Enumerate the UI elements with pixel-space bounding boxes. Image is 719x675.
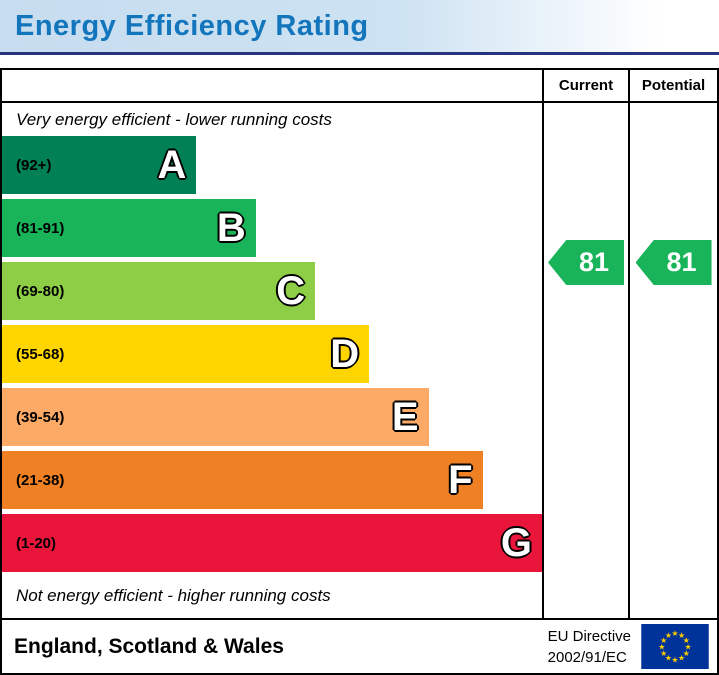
svg-text:★: ★ xyxy=(671,655,678,664)
band-row: (69-80) C xyxy=(2,262,542,320)
region-label: England, Scotland & Wales xyxy=(14,634,284,658)
title-bar: Energy Efficiency Rating xyxy=(0,0,719,55)
band-f-bar: (21-38) F xyxy=(2,451,483,509)
band-letter: A xyxy=(157,143,187,187)
band-row: (21-38) F xyxy=(2,451,542,509)
band-letter: G xyxy=(500,521,532,565)
band-d-bar: (55-68) D xyxy=(2,325,370,383)
rating-table: Current Potential Very energy efficient … xyxy=(0,68,719,675)
current-column-header: Current xyxy=(542,70,628,101)
band-a-bar: (92+) A xyxy=(2,136,197,194)
chart-header-cell xyxy=(2,70,542,101)
band-range-label: (21-38) xyxy=(16,471,65,489)
potential-rating-arrow: 81 xyxy=(635,240,712,285)
table-body: Very energy efficient - lower running co… xyxy=(2,103,717,618)
bottom-note: Not energy efficient - higher running co… xyxy=(16,586,331,605)
footer-right: EU Directive 2002/91/EC ★ ★ ★ ★ ★ ★ ★ ★ ★ ★ ★ ★ xyxy=(548,624,709,669)
band-range-label: (81-91) xyxy=(16,219,65,237)
band-range-label: (39-54) xyxy=(16,408,65,426)
band-row: (92+) A xyxy=(2,136,542,194)
table-header: Current Potential xyxy=(2,70,717,103)
potential-column-header: Potential xyxy=(628,70,717,101)
band-letter: D xyxy=(330,332,360,376)
svg-text:★: ★ xyxy=(671,629,678,638)
potential-rating-column: 81 xyxy=(628,103,717,618)
current-rating-arrow: 81 xyxy=(548,240,624,285)
svg-text:★: ★ xyxy=(683,636,690,645)
band-b-bar: (81-91) B xyxy=(2,199,256,257)
current-rating-column: 81 xyxy=(542,103,628,618)
page-title: Energy Efficiency Rating xyxy=(15,9,369,42)
band-e-bar: (39-54) E xyxy=(2,388,429,446)
svg-text:★: ★ xyxy=(678,631,685,640)
band-row: (1-20) G xyxy=(2,514,542,572)
svg-text:★: ★ xyxy=(685,642,692,651)
band-range-label: (69-80) xyxy=(16,282,65,300)
svg-text:★: ★ xyxy=(683,649,690,658)
svg-text:★: ★ xyxy=(660,649,667,658)
potential-rating-value: 81 xyxy=(666,247,697,277)
table-footer: England, Scotland & Wales EU Directive 2… xyxy=(2,618,717,673)
band-range-label: (55-68) xyxy=(16,345,65,363)
svg-text:★: ★ xyxy=(665,631,672,640)
top-note: Very energy efficient - lower running co… xyxy=(16,110,332,129)
band-c-bar: (69-80) C xyxy=(2,262,316,320)
band-range-label: (92+) xyxy=(16,156,52,174)
eu-directive-label: EU Directive 2002/91/EC xyxy=(548,626,631,668)
svg-text:★: ★ xyxy=(660,636,667,645)
svg-text:★: ★ xyxy=(658,642,665,651)
band-g-bar: (1-20) G xyxy=(2,514,542,572)
band-letter: E xyxy=(391,395,419,439)
current-rating-value: 81 xyxy=(578,247,610,277)
bands-list: (92+) A (81-91) B (69-80) C xyxy=(2,136,542,572)
eu-directive-line1: EU Directive xyxy=(547,627,631,645)
svg-text:★: ★ xyxy=(678,654,685,663)
band-row: (81-91) B xyxy=(2,199,542,257)
eu-flag-stars: ★ ★★★★★★★★★★★ xyxy=(658,629,691,664)
eu-directive-line2: 2002/91/EC xyxy=(547,648,627,666)
band-row: (39-54) E xyxy=(2,388,542,446)
band-letter: F xyxy=(448,458,473,502)
bands-area: Very energy efficient - lower running co… xyxy=(2,103,542,618)
band-letter: B xyxy=(216,206,246,250)
band-letter: C xyxy=(276,269,306,313)
svg-text:★: ★ xyxy=(665,654,672,663)
band-range-label: (1-20) xyxy=(16,534,57,552)
eu-flag-icon: ★ ★★★★★★★★★★★ xyxy=(641,624,709,669)
band-row: (55-68) D xyxy=(2,325,542,383)
eu-flag-bg xyxy=(641,624,709,669)
